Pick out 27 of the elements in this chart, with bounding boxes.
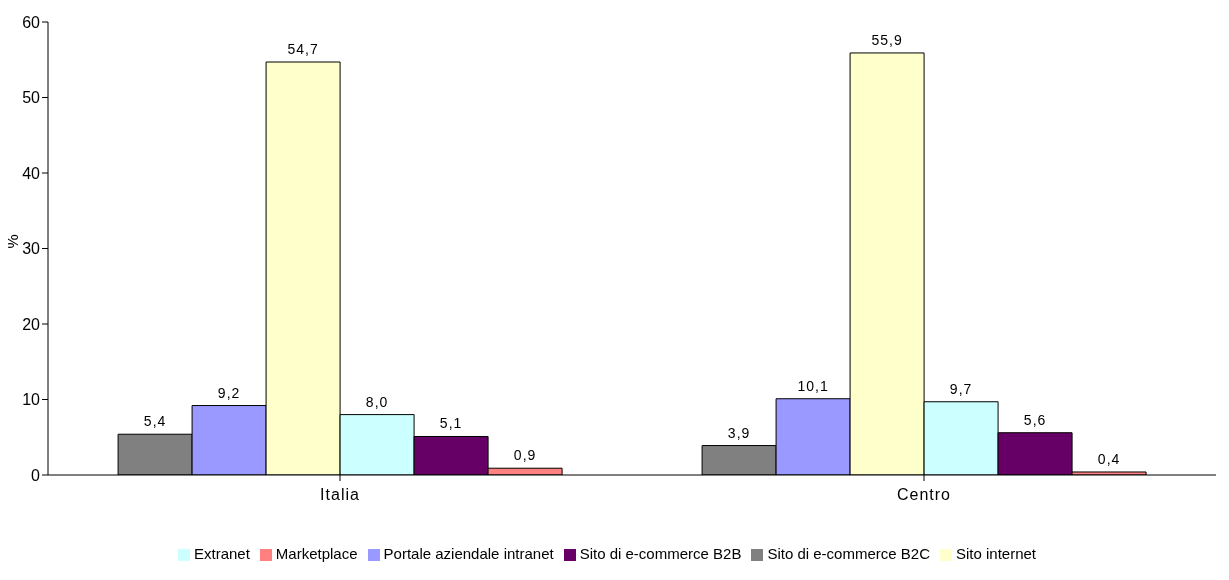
data-label: 9,7: [949, 380, 973, 397]
data-label: 5,4: [143, 413, 167, 430]
y-tick-label: 20: [22, 315, 41, 333]
y-tick-label: 30: [22, 240, 41, 258]
x-tick-label: Centro: [896, 486, 952, 504]
legend-label: Sito di e-commerce B2C: [767, 545, 930, 562]
legend-label: Extranet: [193, 545, 250, 562]
legend-label: Marketplace: [275, 545, 358, 562]
legend-label: Sito di e-commerce B2B: [579, 545, 742, 562]
data-label: 9,2: [217, 384, 241, 401]
x-tick-label: Italia: [320, 486, 360, 504]
y-tick-label: 0: [31, 466, 41, 484]
legend-label: Portale aziendale intranet: [383, 545, 554, 562]
data-label: 10,1: [797, 377, 829, 394]
data-label: 8,0: [365, 393, 389, 410]
y-tick-label: 60: [22, 13, 41, 31]
data-label: 54,7: [287, 41, 319, 58]
y-tick-label: 40: [22, 164, 41, 182]
data-label: 5,1: [439, 415, 463, 432]
legend-label: Sito internet: [955, 545, 1037, 562]
y-tick-label: 50: [22, 89, 41, 107]
data-label: 55,9: [871, 31, 903, 48]
data-label: 0,4: [1097, 450, 1121, 467]
data-label: 3,9: [727, 424, 751, 441]
y-tick-label: 10: [22, 391, 41, 409]
data-label: 5,6: [1023, 411, 1047, 428]
data-label: 0,9: [513, 447, 537, 464]
